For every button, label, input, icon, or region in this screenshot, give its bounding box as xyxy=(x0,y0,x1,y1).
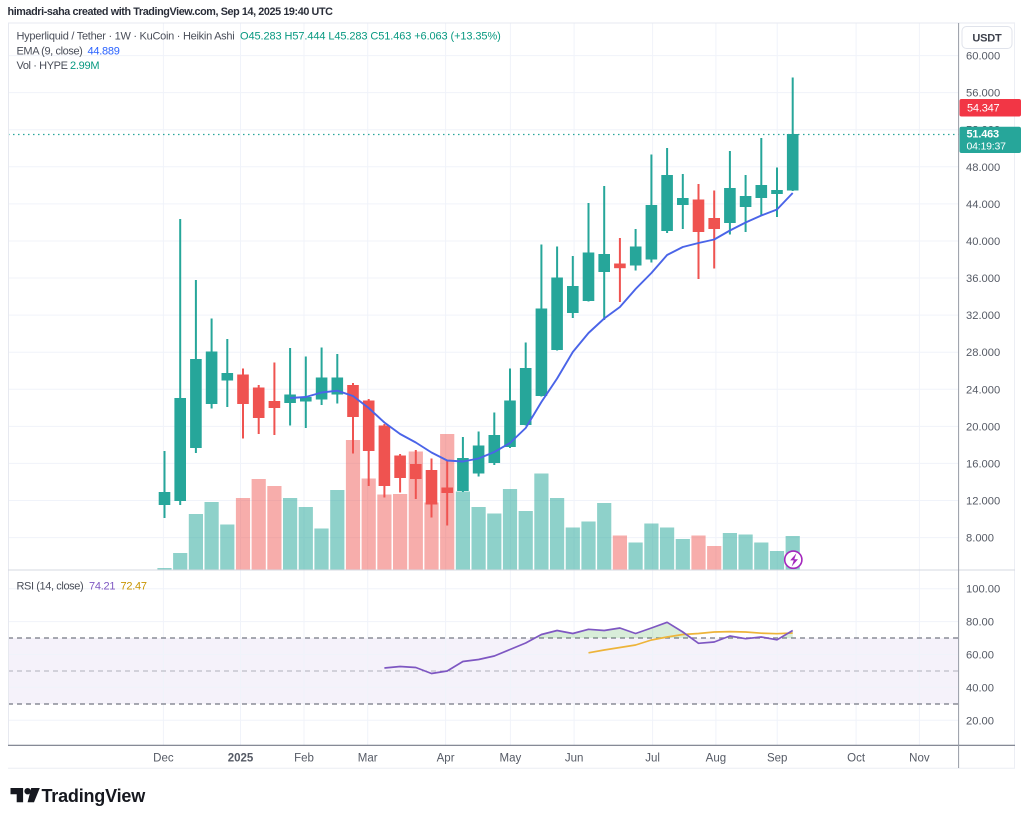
svg-text:Dec: Dec xyxy=(153,753,174,765)
svg-text:40.000: 40.000 xyxy=(966,236,1000,248)
svg-text:May: May xyxy=(500,753,522,765)
svg-text:32.000: 32.000 xyxy=(966,310,1000,322)
svg-text:72.47: 72.47 xyxy=(121,581,147,593)
svg-text:Oct: Oct xyxy=(847,753,866,765)
svg-text:Hyperliquid / Tether · 1W · Ku: Hyperliquid / Tether · 1W · KuCoin · Hei… xyxy=(17,31,235,43)
svg-text:Feb: Feb xyxy=(294,753,314,765)
svg-text:60.000: 60.000 xyxy=(966,51,1000,63)
svg-text:O45.283 H57.444 L45.283 C51: O45.283 H57.444 L45.283 C51.463 +6.063 (… xyxy=(240,31,501,43)
svg-text:Jul: Jul xyxy=(645,753,660,765)
svg-text:Jun: Jun xyxy=(565,753,584,765)
svg-text:Mar: Mar xyxy=(358,753,378,765)
svg-text:8.000: 8.000 xyxy=(966,533,994,545)
svg-text:2025: 2025 xyxy=(228,753,254,765)
svg-text:44.000: 44.000 xyxy=(966,199,1000,211)
svg-text:2.99M: 2.99M xyxy=(70,60,99,72)
svg-text:USDT: USDT xyxy=(972,32,1002,44)
svg-text:60.00: 60.00 xyxy=(966,650,994,662)
svg-text:24.000: 24.000 xyxy=(966,384,1000,396)
svg-text:EMA (9, close): EMA (9, close) xyxy=(17,46,83,58)
svg-text:Vol · HYPE: Vol · HYPE xyxy=(17,60,68,72)
svg-text:36.000: 36.000 xyxy=(966,273,1000,285)
svg-text:TradingView: TradingView xyxy=(42,786,147,806)
svg-text:74.21: 74.21 xyxy=(89,581,115,593)
svg-text:Apr: Apr xyxy=(437,753,455,765)
svg-text:Sep: Sep xyxy=(767,753,787,765)
svg-text:himadri-saha created with Trad: himadri-saha created with TradingView.co… xyxy=(8,6,334,18)
svg-text:28.000: 28.000 xyxy=(966,347,1000,359)
svg-text:100.00: 100.00 xyxy=(966,584,1000,596)
svg-text:Nov: Nov xyxy=(909,753,930,765)
svg-text:16.000: 16.000 xyxy=(966,458,1000,470)
svg-text:40.00: 40.00 xyxy=(966,682,994,694)
svg-text:Aug: Aug xyxy=(706,753,726,765)
svg-text:20.00: 20.00 xyxy=(966,715,994,727)
svg-text:RSI (14, close): RSI (14, close) xyxy=(17,581,84,593)
svg-text:44.889: 44.889 xyxy=(88,46,120,58)
svg-text:20.000: 20.000 xyxy=(966,421,1000,433)
svg-text:48.000: 48.000 xyxy=(966,162,1000,174)
svg-text:80.00: 80.00 xyxy=(966,617,994,629)
svg-text:56.000: 56.000 xyxy=(966,88,1000,100)
svg-text:12.000: 12.000 xyxy=(966,496,1000,508)
svg-text:04:19:37: 04:19:37 xyxy=(967,141,1007,153)
svg-text:54.347: 54.347 xyxy=(967,103,1000,115)
svg-text:51.463: 51.463 xyxy=(967,129,1000,141)
